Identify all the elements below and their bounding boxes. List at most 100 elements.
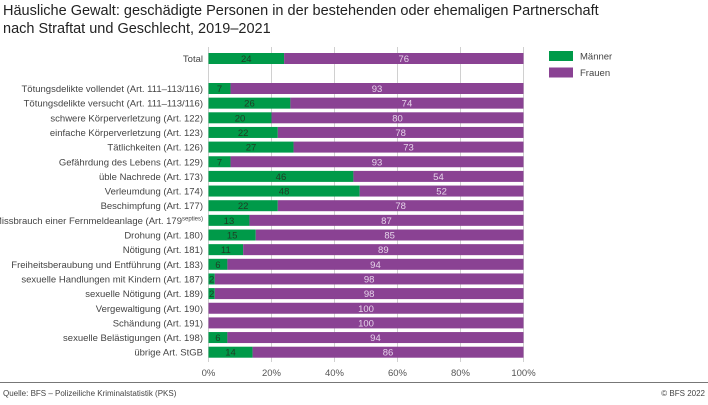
- data-label: 22: [238, 201, 249, 212]
- bar-segment-frauen: [290, 97, 524, 109]
- bar-segment-maenner: [208, 97, 291, 109]
- bar-segment-maenner: [208, 185, 360, 197]
- bar-segment-maenner: [208, 288, 215, 300]
- bar-segment-frauen: [277, 126, 524, 138]
- bar-segment-maenner: [208, 83, 231, 94]
- title-line-2: nach Straftat und Geschlecht, 2019–2021: [3, 21, 271, 37]
- bar-segment-maenner: [208, 53, 285, 64]
- category-label: schwere Körperverletzung (Art. 122): [50, 113, 203, 124]
- category-label: Beschimpfung (Art. 177): [101, 201, 203, 212]
- category-label: Schändung (Art. 191): [113, 318, 203, 329]
- data-label: 13: [224, 216, 235, 227]
- data-label: 86: [383, 348, 394, 359]
- bar-segment-maenner: [208, 214, 250, 226]
- data-label: 54: [433, 172, 444, 183]
- category-label: Nötigung (Art. 181): [123, 245, 203, 256]
- data-label: 52: [436, 187, 447, 198]
- data-label: 26: [244, 99, 255, 110]
- bar-segment-frauen: [359, 185, 524, 197]
- legend-swatch: [549, 67, 573, 78]
- data-label: 7: [217, 157, 222, 168]
- category-label: Tötungsdelikte vollendet (Art. 111–113/1…: [22, 84, 204, 95]
- category-label: Drohung (Art. 180): [124, 231, 203, 242]
- x-tick-label: 100%: [511, 368, 536, 379]
- category-label: Tätlichkeiten (Art. 126): [107, 143, 203, 154]
- data-label: 94: [370, 260, 381, 271]
- data-label: 27: [246, 143, 257, 154]
- bar-segment-maenner: [208, 346, 253, 358]
- data-label: 2: [209, 289, 214, 300]
- category-superscript: septies): [182, 216, 203, 222]
- bar-segment-maenner: [208, 229, 256, 241]
- category-label: Vergewaltigung (Art. 190): [96, 304, 203, 315]
- data-label: 98: [364, 274, 375, 285]
- bar-segment-frauen: [214, 273, 524, 285]
- bar-segment-frauen: [277, 200, 524, 212]
- data-label: 98: [364, 289, 375, 300]
- data-label: 22: [238, 128, 249, 139]
- bar-segment-frauen: [230, 156, 524, 168]
- data-label: 85: [384, 231, 395, 242]
- bar-segment-frauen: [227, 332, 524, 344]
- bar-segment-frauen: [214, 288, 524, 300]
- legend-label: Männer: [580, 52, 612, 63]
- bar-segment-maenner: [208, 332, 228, 344]
- data-label: 78: [395, 201, 406, 212]
- bar-segment-frauen: [249, 214, 524, 226]
- category-label: sexuelle Nötigung (Art. 189): [85, 289, 203, 300]
- bar-segment-maenner: [208, 156, 231, 168]
- data-label: 20: [235, 113, 246, 124]
- x-tick-label: 60%: [388, 368, 408, 379]
- bar-segment-frauen: [208, 317, 524, 329]
- data-label: 93: [372, 157, 383, 168]
- data-label: 89: [378, 245, 389, 256]
- bar-segment-frauen: [230, 83, 524, 94]
- x-tick-label: 80%: [451, 368, 471, 379]
- data-label: 15: [227, 231, 238, 242]
- bar-segment-maenner: [208, 112, 272, 124]
- data-label: 14: [225, 348, 236, 359]
- data-label: 100: [358, 304, 374, 315]
- data-label: 73: [403, 143, 414, 154]
- category-label: Total: [183, 54, 203, 65]
- bar-segment-frauen: [271, 112, 524, 124]
- data-label: 6: [215, 333, 220, 344]
- bar-segment-maenner: [208, 273, 215, 285]
- title-line-1: Häusliche Gewalt: geschädigte Personen i…: [3, 3, 599, 19]
- bar-segment-frauen: [252, 346, 524, 358]
- data-label: 78: [395, 128, 406, 139]
- data-label: 76: [399, 54, 410, 65]
- category-label: einfache Körperverletzung (Art. 123): [50, 128, 203, 139]
- data-label: 80: [392, 113, 403, 124]
- data-label: 94: [370, 333, 381, 344]
- bar-segment-frauen: [227, 258, 524, 270]
- data-label: 74: [402, 99, 413, 110]
- data-label: 11: [221, 245, 231, 256]
- category-label: üble Nachrede (Art. 173): [99, 172, 203, 183]
- legend-label: Frauen: [580, 68, 610, 79]
- data-label: 6: [215, 260, 220, 271]
- bar-segment-frauen: [208, 302, 524, 314]
- data-label: 46: [276, 172, 287, 183]
- bar-segment-maenner: [208, 258, 228, 270]
- data-label: 100: [358, 318, 374, 329]
- category-label: übrige Art. StGB: [134, 348, 203, 359]
- x-tick-label: 20%: [262, 368, 282, 379]
- bar-segment-maenner: [208, 141, 294, 153]
- bar-segment-frauen: [293, 141, 524, 153]
- category-label: Tötungsdelikte versucht (Art. 111–113/11…: [24, 99, 203, 110]
- bar-segment-maenner: [208, 170, 354, 182]
- legend-swatch: [549, 51, 573, 61]
- data-label: 93: [372, 84, 383, 95]
- copyright: © BFS 2022: [661, 389, 705, 398]
- data-label: 24: [241, 54, 252, 65]
- category-label: sexuelle Belästigungen (Art. 198): [63, 333, 203, 344]
- data-label: 2: [209, 274, 214, 285]
- data-label: 48: [279, 187, 290, 198]
- bar-segment-frauen: [255, 229, 524, 241]
- chart-title: Häusliche Gewalt: geschädigte Personen i…: [3, 2, 599, 38]
- category-label: Verleumdung (Art. 174): [105, 187, 203, 198]
- category-label: Missbrauch einer Fernmeldeanlage (Art. 1…: [0, 216, 203, 227]
- category-label: Gefährdung des Lebens (Art. 129): [59, 157, 203, 168]
